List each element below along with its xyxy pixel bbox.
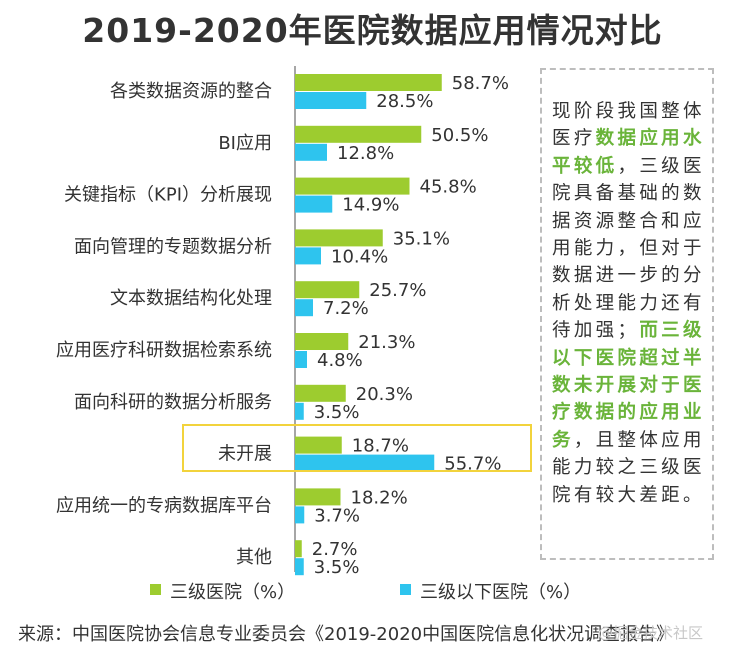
data-label: 18.7% (352, 436, 409, 457)
bar-series-b (295, 351, 307, 368)
watermark: @掘金技术社区 (598, 624, 704, 642)
data-label: 4.8% (317, 350, 363, 371)
data-label: 25.7% (369, 280, 426, 301)
bar-series-a (295, 125, 422, 143)
category-label: 文本数据结构化处理 (110, 288, 272, 309)
note-highlight-text: 数据应用水平较低 (552, 128, 702, 177)
note-highlight-text: 而三级以下医院超过半数未开展对于医疗数据的应用业务 (552, 320, 702, 451)
bars-layer: 各类数据资源的整合 58.7% 28.5% BI应用 50.5% 12.8% 关键指标（KP… (56, 73, 509, 578)
data-label: 50.5% (431, 125, 488, 146)
data-label: 3.5% (314, 557, 360, 578)
bar-series-a (295, 488, 341, 506)
bar-series-a (295, 333, 349, 350)
data-label: 7.2% (323, 298, 369, 319)
category-label: 其他 (236, 547, 272, 568)
category-label: 应用医疗科研数据检索系统 (56, 340, 272, 361)
bar-series-a (295, 436, 342, 454)
data-label: 55.7% (444, 454, 501, 475)
note-text: 现阶段我国整体医疗数据应用水平较低，三级医院具备基础的数据资源整合和应用能力，但… (552, 98, 702, 509)
bar-series-b (295, 402, 304, 420)
bar-series-a (295, 74, 442, 91)
legend-swatch-series-b (400, 584, 411, 595)
bar-series-a (295, 281, 360, 299)
bar-series-a (295, 540, 302, 558)
chart-title: 2019-2020年医院数据应用情况对比 (82, 11, 663, 50)
legend-label-series-b: 三级以下医院（%） (420, 582, 582, 603)
data-label: 14.9% (342, 195, 399, 216)
category-label: BI应用 (218, 133, 272, 154)
bar-series-b (295, 299, 313, 317)
bar-series-b (295, 143, 327, 161)
data-label: 28.5% (376, 91, 433, 112)
data-label: 10.4% (331, 246, 388, 267)
category-label: 应用统一的专病数据库平台 (56, 495, 272, 516)
data-label: 45.8% (420, 177, 477, 198)
highlight-frame (182, 424, 532, 472)
category-label: 面向科研的数据分析服务 (74, 392, 272, 413)
bar-series-b (295, 247, 321, 265)
data-label: 18.2% (351, 487, 408, 508)
note-plain-text: 现阶段我国整体医疗 (552, 101, 702, 150)
bar-series-a (295, 384, 346, 402)
data-label: 58.7% (452, 73, 509, 94)
note-plain-text: ，且整体应用能力较之三级医院有较大差距。 (552, 429, 702, 506)
category-label: 关键指标（KPI）分析展现 (64, 185, 272, 206)
bar-series-a (295, 229, 383, 247)
data-label: 2.7% (312, 539, 358, 560)
bar-series-b (295, 506, 305, 524)
legend-label-series-a: 三级医院（%） (170, 582, 296, 603)
data-label: 21.3% (358, 332, 415, 353)
bar-series-a (295, 177, 410, 195)
category-label: 各类数据资源的整合 (110, 81, 272, 102)
note-box (540, 68, 714, 560)
bar-series-b (295, 195, 333, 213)
legend-swatch-series-a (150, 584, 161, 595)
data-label: 3.7% (314, 505, 360, 526)
note-plain-text: ，三级医院具备基础的数据资源整合和应用能力，但对于数据进一步的分析处理能力还有待… (552, 155, 702, 342)
bar-series-b (295, 92, 367, 109)
data-label: 35.1% (393, 228, 450, 249)
source-citation: 来源：中国医院协会信息专业委员会《2019-2020中国医院信息化状况调查报告》 (18, 624, 675, 645)
bar-series-b (295, 454, 435, 472)
category-label: 面向管理的专题数据分析 (74, 236, 272, 257)
category-label: 未开展 (218, 444, 272, 465)
data-label: 3.5% (314, 402, 360, 423)
data-label: 12.8% (337, 143, 394, 164)
data-label: 20.3% (356, 384, 413, 405)
bar-series-b (295, 558, 304, 576)
